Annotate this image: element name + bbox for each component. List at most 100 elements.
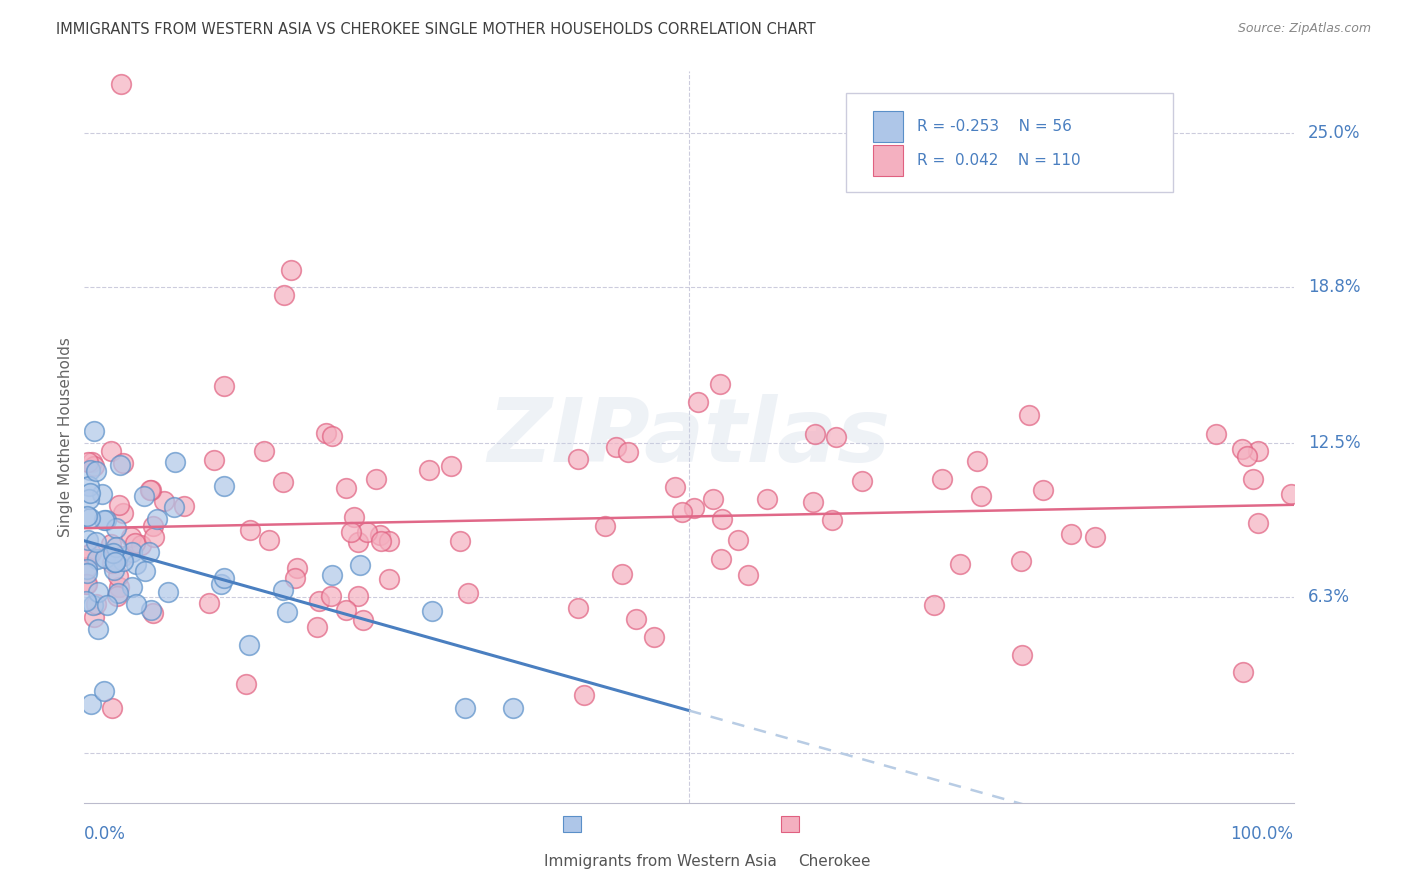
Point xyxy=(285,561,308,575)
Text: R = -0.253    N = 56: R = -0.253 N = 56 xyxy=(918,119,1073,134)
Text: 6.3%: 6.3% xyxy=(1308,588,1350,606)
Point xyxy=(825,430,848,444)
Point xyxy=(142,530,165,544)
Point xyxy=(142,519,165,533)
Point xyxy=(80,697,103,711)
Point xyxy=(111,549,134,564)
Text: IMMIGRANTS FROM WESTERN ASIA VS CHEROKEE SINGLE MOTHER HOUSEHOLDS CORRELATION CH: IMMIGRANTS FROM WESTERN ASIA VS CHEROKEE… xyxy=(56,22,815,37)
FancyBboxPatch shape xyxy=(846,94,1173,192)
Point xyxy=(851,474,873,488)
Point xyxy=(271,582,294,597)
Point xyxy=(82,599,104,613)
Point xyxy=(804,426,827,441)
Point xyxy=(949,557,972,571)
Point xyxy=(83,459,105,474)
Point xyxy=(671,505,693,519)
Point xyxy=(153,494,176,508)
Point xyxy=(124,597,146,611)
Point xyxy=(253,443,276,458)
Point xyxy=(173,499,195,513)
Point xyxy=(139,483,162,498)
Text: Immigrants from Western Asia: Immigrants from Western Asia xyxy=(544,854,776,869)
Point xyxy=(238,638,260,652)
Point xyxy=(79,463,101,477)
Text: 0.0%: 0.0% xyxy=(84,825,127,843)
Point xyxy=(335,603,357,617)
Point xyxy=(1247,443,1270,458)
Point xyxy=(100,537,122,551)
Point xyxy=(212,378,235,392)
Point xyxy=(129,538,152,552)
Point xyxy=(737,568,759,582)
Point xyxy=(103,546,125,560)
Point xyxy=(162,500,184,514)
Point xyxy=(76,562,98,576)
Point xyxy=(79,510,101,524)
Point xyxy=(449,533,471,548)
Point xyxy=(214,571,236,585)
Point xyxy=(93,513,115,527)
Point xyxy=(709,377,731,392)
Point xyxy=(94,551,117,566)
Point xyxy=(120,530,142,544)
Point xyxy=(112,456,135,470)
Bar xyxy=(873,111,903,142)
Point xyxy=(612,566,634,581)
Point xyxy=(80,455,103,469)
Point xyxy=(710,552,733,566)
Point xyxy=(104,555,127,569)
Point xyxy=(197,596,219,610)
Point xyxy=(79,486,101,500)
Point xyxy=(134,565,156,579)
Point xyxy=(104,540,127,554)
Point xyxy=(112,554,135,568)
Point xyxy=(664,480,686,494)
Point xyxy=(87,585,110,599)
Text: 18.8%: 18.8% xyxy=(1308,278,1361,296)
Point xyxy=(378,573,401,587)
Point xyxy=(103,563,125,577)
Point xyxy=(142,606,165,620)
Point xyxy=(138,483,160,497)
Point xyxy=(76,509,98,524)
Point xyxy=(100,701,122,715)
Point xyxy=(643,630,665,644)
Point xyxy=(702,492,724,507)
Point xyxy=(347,535,370,549)
Point xyxy=(108,458,131,472)
Point xyxy=(209,577,232,591)
Bar xyxy=(873,145,903,176)
Point xyxy=(96,513,118,527)
Point xyxy=(335,481,357,495)
Point xyxy=(319,589,342,603)
Point xyxy=(100,556,122,570)
Point xyxy=(366,472,388,486)
Point xyxy=(1230,442,1253,456)
Point xyxy=(1084,530,1107,544)
Point xyxy=(710,512,733,526)
Point xyxy=(966,454,988,468)
Point xyxy=(349,558,371,572)
Point xyxy=(284,571,307,585)
Point xyxy=(567,601,589,615)
Point xyxy=(107,569,129,583)
Point xyxy=(347,590,370,604)
Point xyxy=(803,494,825,508)
Point xyxy=(79,546,101,560)
Point xyxy=(1246,516,1268,530)
Point xyxy=(121,581,143,595)
Point xyxy=(343,510,366,524)
Point xyxy=(83,610,105,624)
Point xyxy=(1060,527,1083,541)
Point xyxy=(308,594,330,608)
Point xyxy=(132,490,155,504)
Point xyxy=(84,597,107,611)
Point xyxy=(1232,665,1254,679)
Point xyxy=(105,521,128,535)
Point xyxy=(572,688,595,702)
Text: Source: ZipAtlas.com: Source: ZipAtlas.com xyxy=(1237,22,1371,36)
Point xyxy=(77,478,100,492)
Point xyxy=(139,603,162,617)
Point xyxy=(378,533,401,548)
Point xyxy=(321,429,343,443)
